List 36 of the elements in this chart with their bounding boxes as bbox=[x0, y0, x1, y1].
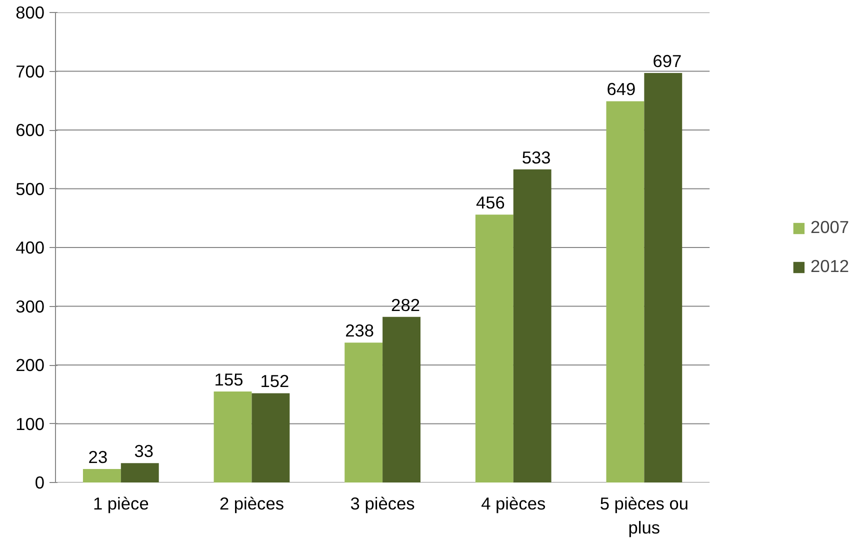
bar bbox=[644, 73, 682, 482]
bar bbox=[475, 214, 514, 482]
data-label: 23 bbox=[88, 446, 108, 467]
bar bbox=[252, 393, 290, 482]
x-tick-label: 1 pièce bbox=[92, 494, 149, 514]
x-tick-label: 3 pièces bbox=[350, 494, 416, 514]
bar bbox=[214, 391, 252, 482]
data-label: 33 bbox=[134, 441, 154, 462]
y-tick-label: 600 bbox=[16, 120, 45, 140]
bar bbox=[120, 463, 159, 482]
data-label: 238 bbox=[345, 320, 374, 341]
x-tick-label: 4 pièces bbox=[481, 494, 546, 514]
data-label: 282 bbox=[391, 294, 420, 315]
y-tick-label: 100 bbox=[16, 414, 45, 434]
data-label: 533 bbox=[522, 147, 551, 168]
legend-label: 2012 bbox=[810, 256, 849, 277]
y-tick-label: 500 bbox=[16, 178, 45, 199]
x-tick-label: 5 pièces ou plus bbox=[600, 494, 689, 538]
data-label: 152 bbox=[260, 371, 290, 392]
data-label: 155 bbox=[214, 369, 244, 390]
bar bbox=[606, 101, 644, 482]
x-tick-label: 2 pièces bbox=[219, 494, 284, 514]
y-tick-label: 0 bbox=[34, 472, 45, 492]
data-label: 456 bbox=[476, 192, 505, 213]
legend-label: 2007 bbox=[810, 217, 849, 238]
y-tick-label: 700 bbox=[16, 61, 45, 82]
data-label: 649 bbox=[606, 79, 636, 100]
bar bbox=[382, 316, 420, 482]
data-label: 697 bbox=[652, 51, 682, 72]
y-tick-label: 800 bbox=[16, 2, 45, 22]
y-tick-label: 400 bbox=[16, 238, 45, 258]
y-tick-label: 200 bbox=[16, 355, 45, 375]
bar bbox=[82, 468, 121, 482]
bar bbox=[344, 342, 383, 482]
y-tick-label: 300 bbox=[16, 296, 45, 316]
bar bbox=[513, 169, 552, 482]
